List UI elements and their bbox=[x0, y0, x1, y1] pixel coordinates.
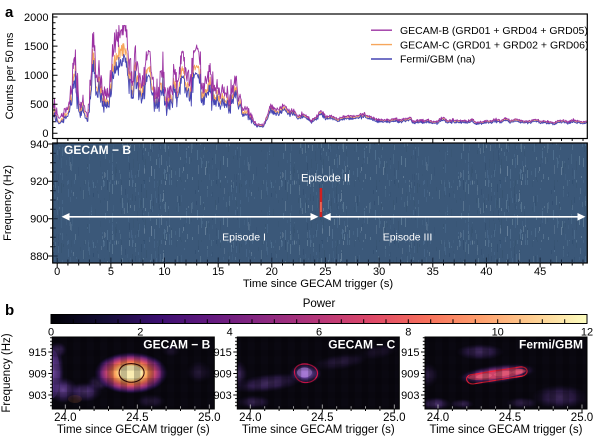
svg-text:880: 880 bbox=[30, 251, 48, 263]
svg-text:0: 0 bbox=[42, 128, 48, 140]
svg-text:Fermi/GBM (na): Fermi/GBM (na) bbox=[400, 54, 475, 66]
svg-text:20: 20 bbox=[266, 266, 278, 278]
svg-text:909: 909 bbox=[401, 368, 419, 380]
svg-text:903: 903 bbox=[401, 390, 419, 402]
svg-text:Counts per 50 ms: Counts per 50 ms bbox=[4, 32, 16, 119]
svg-text:35: 35 bbox=[427, 266, 439, 278]
svg-text:25: 25 bbox=[319, 266, 331, 278]
svg-text:Episode I: Episode I bbox=[222, 232, 266, 244]
svg-text:a: a bbox=[5, 4, 14, 21]
svg-text:915: 915 bbox=[28, 347, 46, 359]
svg-text:15: 15 bbox=[212, 266, 224, 278]
svg-text:b: b bbox=[5, 302, 14, 319]
svg-text:0: 0 bbox=[48, 327, 54, 339]
svg-text:500: 500 bbox=[30, 99, 48, 111]
svg-text:24.0: 24.0 bbox=[427, 412, 449, 424]
svg-text:900: 900 bbox=[30, 214, 48, 226]
svg-text:24.5: 24.5 bbox=[311, 412, 333, 424]
svg-text:45: 45 bbox=[534, 266, 546, 278]
svg-text:903: 903 bbox=[213, 390, 231, 402]
svg-text:1000: 1000 bbox=[24, 70, 48, 82]
svg-text:Time since GECAM trigger (s): Time since GECAM trigger (s) bbox=[430, 424, 583, 436]
svg-text:0: 0 bbox=[54, 266, 60, 278]
svg-text:24.0: 24.0 bbox=[239, 412, 261, 424]
svg-text:24.0: 24.0 bbox=[54, 412, 76, 424]
svg-text:Frequency (Hz): Frequency (Hz) bbox=[1, 333, 13, 412]
svg-text:30: 30 bbox=[373, 266, 385, 278]
svg-text:4: 4 bbox=[227, 327, 233, 339]
svg-text:24.5: 24.5 bbox=[499, 412, 521, 424]
svg-text:12: 12 bbox=[581, 327, 593, 339]
svg-text:GECAM − C: GECAM − C bbox=[328, 338, 395, 352]
svg-text:Frequency (Hz): Frequency (Hz) bbox=[2, 165, 14, 241]
svg-text:10: 10 bbox=[492, 327, 504, 339]
svg-text:5: 5 bbox=[108, 266, 114, 278]
svg-text:GECAM − B: GECAM − B bbox=[143, 338, 210, 352]
svg-text:Episode III: Episode III bbox=[383, 232, 433, 244]
svg-text:40: 40 bbox=[480, 266, 492, 278]
svg-text:25.0: 25.0 bbox=[571, 412, 593, 424]
svg-text:10: 10 bbox=[158, 266, 170, 278]
svg-text:GECAM-C (GRD01 + GRD02 + GRD06: GECAM-C (GRD01 + GRD02 + GRD06) bbox=[400, 39, 588, 51]
svg-text:25.0: 25.0 bbox=[198, 412, 220, 424]
svg-text:915: 915 bbox=[213, 347, 231, 359]
svg-text:909: 909 bbox=[213, 368, 231, 380]
svg-text:909: 909 bbox=[28, 368, 46, 380]
svg-text:Time since GECAM trigger (s): Time since GECAM trigger (s) bbox=[242, 424, 395, 436]
svg-text:24.5: 24.5 bbox=[126, 412, 148, 424]
svg-text:25.0: 25.0 bbox=[383, 412, 405, 424]
svg-text:GECAM-B (GRD01 + GRD04 + GRD05: GECAM-B (GRD01 + GRD04 + GRD05) bbox=[400, 25, 588, 37]
svg-text:Episode II: Episode II bbox=[301, 173, 350, 185]
svg-text:903: 903 bbox=[28, 390, 46, 402]
svg-text:Time since GECAM trigger (s): Time since GECAM trigger (s) bbox=[243, 278, 393, 290]
svg-text:940: 940 bbox=[30, 139, 48, 151]
svg-text:2000: 2000 bbox=[24, 12, 48, 24]
svg-text:Time since GECAM trigger (s): Time since GECAM trigger (s) bbox=[57, 424, 210, 436]
svg-text:915: 915 bbox=[401, 347, 419, 359]
svg-text:Power: Power bbox=[303, 298, 336, 310]
svg-text:Fermi/GBM: Fermi/GBM bbox=[519, 338, 583, 352]
svg-text:GECAM − B: GECAM − B bbox=[64, 143, 131, 157]
svg-text:1500: 1500 bbox=[24, 41, 48, 53]
svg-text:920: 920 bbox=[30, 176, 48, 188]
svg-text:6: 6 bbox=[316, 327, 322, 339]
svg-text:2: 2 bbox=[137, 327, 143, 339]
svg-text:8: 8 bbox=[405, 327, 411, 339]
